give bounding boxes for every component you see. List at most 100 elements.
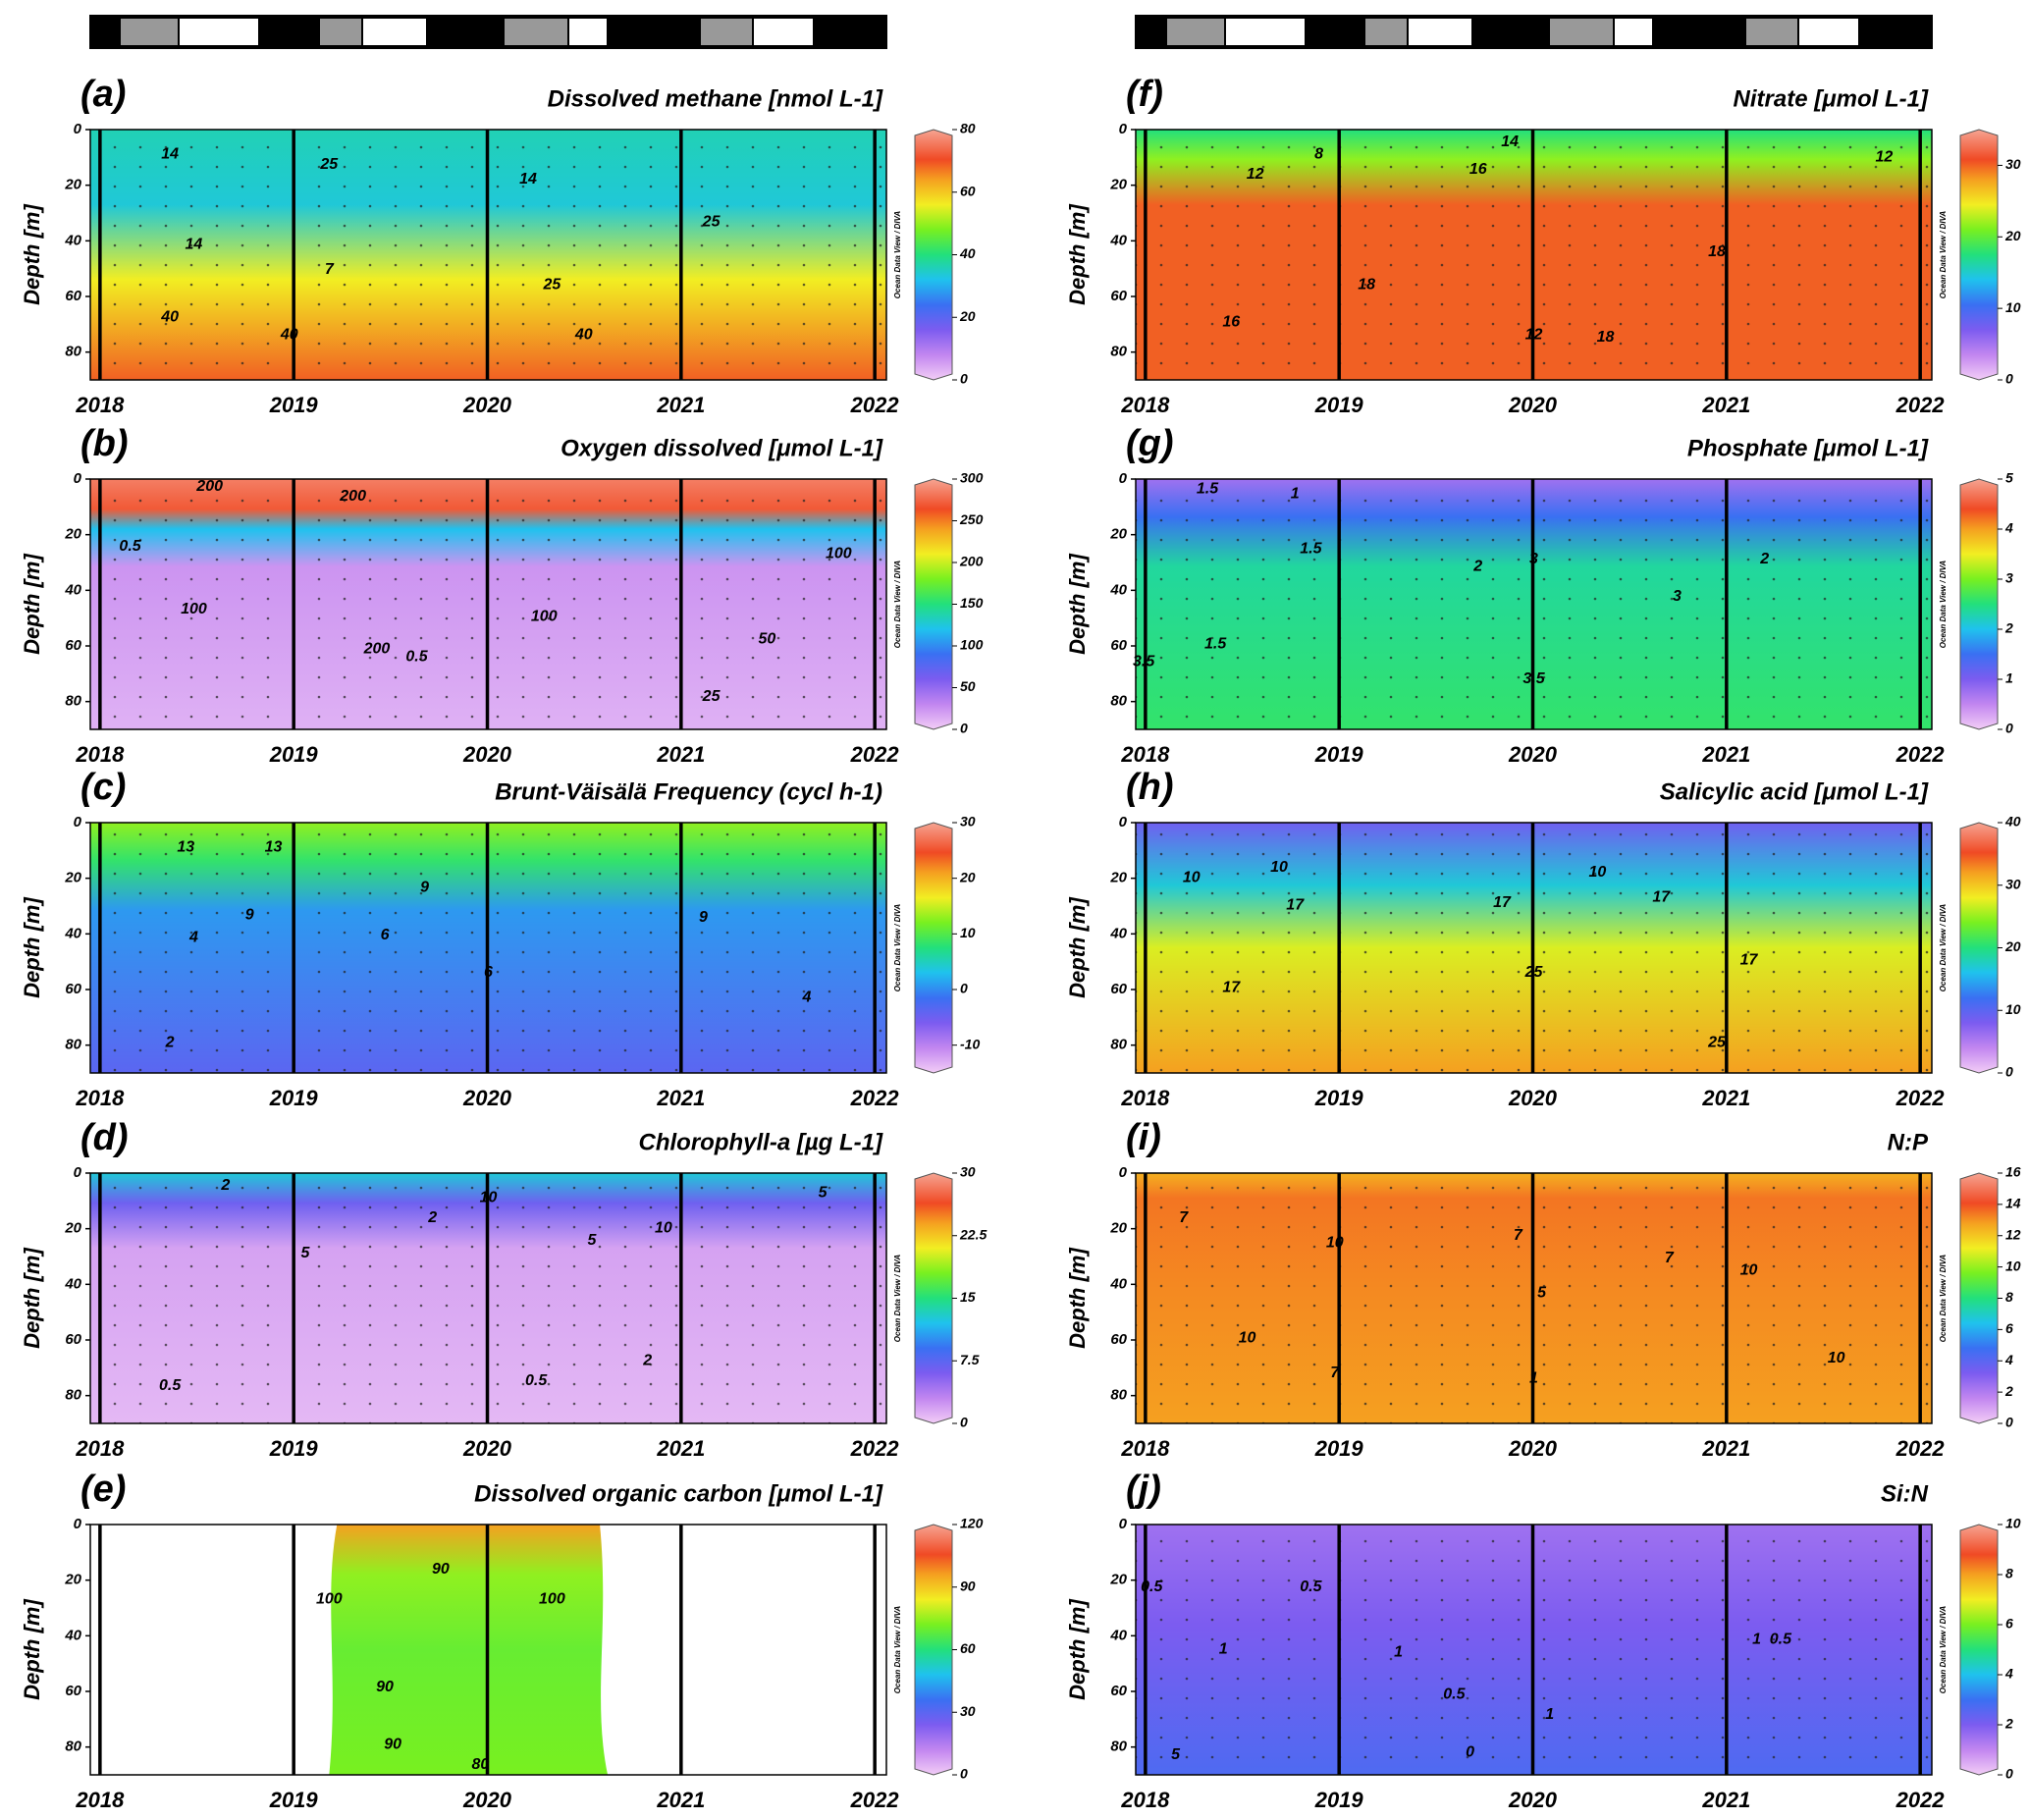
x-tick-label: 2022 (850, 742, 900, 767)
x-tick-label: 2018 (1120, 1788, 1170, 1812)
watermark: Ocean Data View / DIVA (1939, 561, 1948, 649)
contour-label: 7 (1665, 1250, 1675, 1266)
colorbar-tick-label: 20 (959, 308, 976, 324)
contour-label: 14 (519, 171, 537, 187)
contour-label: 1 (1394, 1643, 1403, 1660)
y-tick-label: 0 (74, 470, 82, 487)
colorbar-tick-label: 30 (960, 1703, 976, 1719)
contour-label: 0.5 (1300, 1579, 1322, 1595)
contour-label: 3.5 (1133, 653, 1155, 669)
x-tick-label: 2019 (1314, 1086, 1364, 1110)
colorbar-tick-label: 10 (960, 925, 976, 940)
y-tick-label: 80 (65, 1739, 81, 1755)
contour-label: 7 (1179, 1209, 1189, 1226)
contour-label: 0.5 (159, 1377, 182, 1394)
y-axis-label: Depth [m] (20, 1248, 44, 1349)
colorbar-tick-label: 80 (960, 121, 976, 136)
colorbar (914, 1172, 953, 1424)
colorbar (1959, 129, 1999, 381)
panel: 2018 2019 2020 2021 2022 0 20 40 60 80 Depth [m] 10… (1065, 767, 2021, 1110)
colorbar-tick-label: 40 (2004, 814, 2021, 830)
colorbar-tick-label: 30 (2005, 876, 2021, 891)
colorbar-tick-label: 2 (2004, 620, 2013, 636)
contour-label: 40 (280, 326, 298, 343)
y-tick-label: 20 (1109, 526, 1127, 543)
contour-label: 1 (1545, 1706, 1554, 1723)
y-axis-label: Depth [m] (1065, 1599, 1090, 1700)
x-tick-label: 2019 (1314, 742, 1364, 767)
colorbar (914, 129, 953, 381)
colorbar (1959, 1172, 1999, 1424)
contour-label: 0.5 (405, 648, 428, 665)
y-tick-label: 20 (1109, 870, 1127, 886)
colorbar-tick-label: 15 (960, 1289, 976, 1305)
colorbar-tick-label: 100 (960, 637, 984, 653)
x-tick-label: 2018 (1120, 742, 1170, 767)
colorbar-tick-label: 0 (2005, 371, 2013, 387)
y-tick-label: 80 (65, 344, 81, 360)
colorbar-tick-label: 20 (959, 869, 976, 884)
colorbar-tick-label: 90 (960, 1578, 976, 1593)
contour-label: 2 (220, 1177, 230, 1194)
panel-label: (g) (1126, 423, 1174, 464)
x-tick-label: 2018 (75, 1788, 125, 1812)
contour-label: 7 (325, 261, 335, 278)
x-tick-label: 2019 (269, 742, 319, 767)
colorbar-tick-label: 20 (2004, 228, 2021, 243)
x-tick-label: 2022 (1896, 393, 1946, 417)
contour-label: 1 (1529, 1369, 1538, 1386)
watermark: Ocean Data View / DIVA (893, 561, 902, 649)
contour-label: 3 (1673, 588, 1682, 605)
y-tick-label: 0 (1119, 1516, 1128, 1532)
x-tick-label: 2019 (1314, 1788, 1364, 1812)
contour-label: 100 (316, 1591, 343, 1608)
panel-title: Brunt-Väisälä Frequency (cycl h-1) (495, 778, 882, 805)
y-axis-label: Depth [m] (1065, 554, 1090, 655)
x-tick-label: 2018 (75, 742, 125, 767)
contour-label: 0 (1466, 1743, 1474, 1760)
colorbar-tick-label: 2 (2004, 1383, 2013, 1399)
y-tick-label: 60 (65, 288, 81, 304)
x-tick-label: 2022 (1896, 1086, 1946, 1110)
colorbar-tick-label: 0 (960, 721, 968, 736)
contour-label: 2 (427, 1209, 437, 1226)
colorbar (914, 822, 953, 1074)
panel-title: Oxygen dissolved [μmol L-1] (561, 435, 883, 461)
contour-label: 10 (1588, 864, 1606, 881)
contour-label: 4 (801, 990, 811, 1006)
y-tick-label: 60 (1110, 981, 1127, 997)
colorbar-tick-label: 150 (960, 595, 984, 611)
contour-label: 3 (1529, 551, 1538, 567)
x-tick-label: 2021 (656, 1086, 705, 1110)
panel: 2018 2019 2020 2021 2022 0 20 40 60 80 Depth [m] 20… (20, 423, 984, 767)
colorbar-tick-label: 10 (2005, 1258, 2021, 1273)
colorbar-tick-label: 6 (2005, 1616, 2013, 1632)
colorbar-tick-label: -10 (960, 1036, 980, 1051)
contour-label: 0.5 (1141, 1579, 1163, 1595)
contour-label: 18 (1358, 276, 1375, 293)
contour-label: 10 (480, 1190, 498, 1206)
x-tick-label: 2020 (462, 1436, 512, 1461)
colorbar-tick-label: 5 (2005, 470, 2013, 486)
contour-label: 10 (1270, 859, 1288, 876)
y-tick-label: 40 (64, 925, 81, 941)
x-tick-label: 2022 (1896, 1788, 1946, 1812)
y-tick-label: 60 (65, 1683, 81, 1699)
colorbar-tick-label: 10 (2005, 1516, 2021, 1531)
y-tick-label: 80 (65, 1387, 81, 1404)
colorbar-tick-label: 6 (2005, 1320, 2013, 1336)
contour-label: 2 (1759, 551, 1769, 567)
panel-title: Phosphate [μmol L-1] (1687, 435, 1929, 461)
colorbar-tick-label: 0 (2005, 1766, 2013, 1782)
contour-label: 1 (1291, 486, 1300, 503)
contour-label: 200 (363, 641, 391, 658)
colorbar-tick-label: 7.5 (960, 1352, 980, 1367)
contour-label: 14 (1501, 134, 1519, 150)
x-tick-label: 2021 (656, 1788, 705, 1812)
panel-label: (e) (80, 1469, 126, 1510)
x-tick-label: 2021 (1701, 1086, 1750, 1110)
x-tick-label: 2020 (462, 1788, 512, 1812)
y-tick-label: 20 (1109, 1572, 1127, 1588)
x-tick-label: 2021 (1701, 1436, 1750, 1461)
x-tick-label: 2022 (850, 1436, 900, 1461)
